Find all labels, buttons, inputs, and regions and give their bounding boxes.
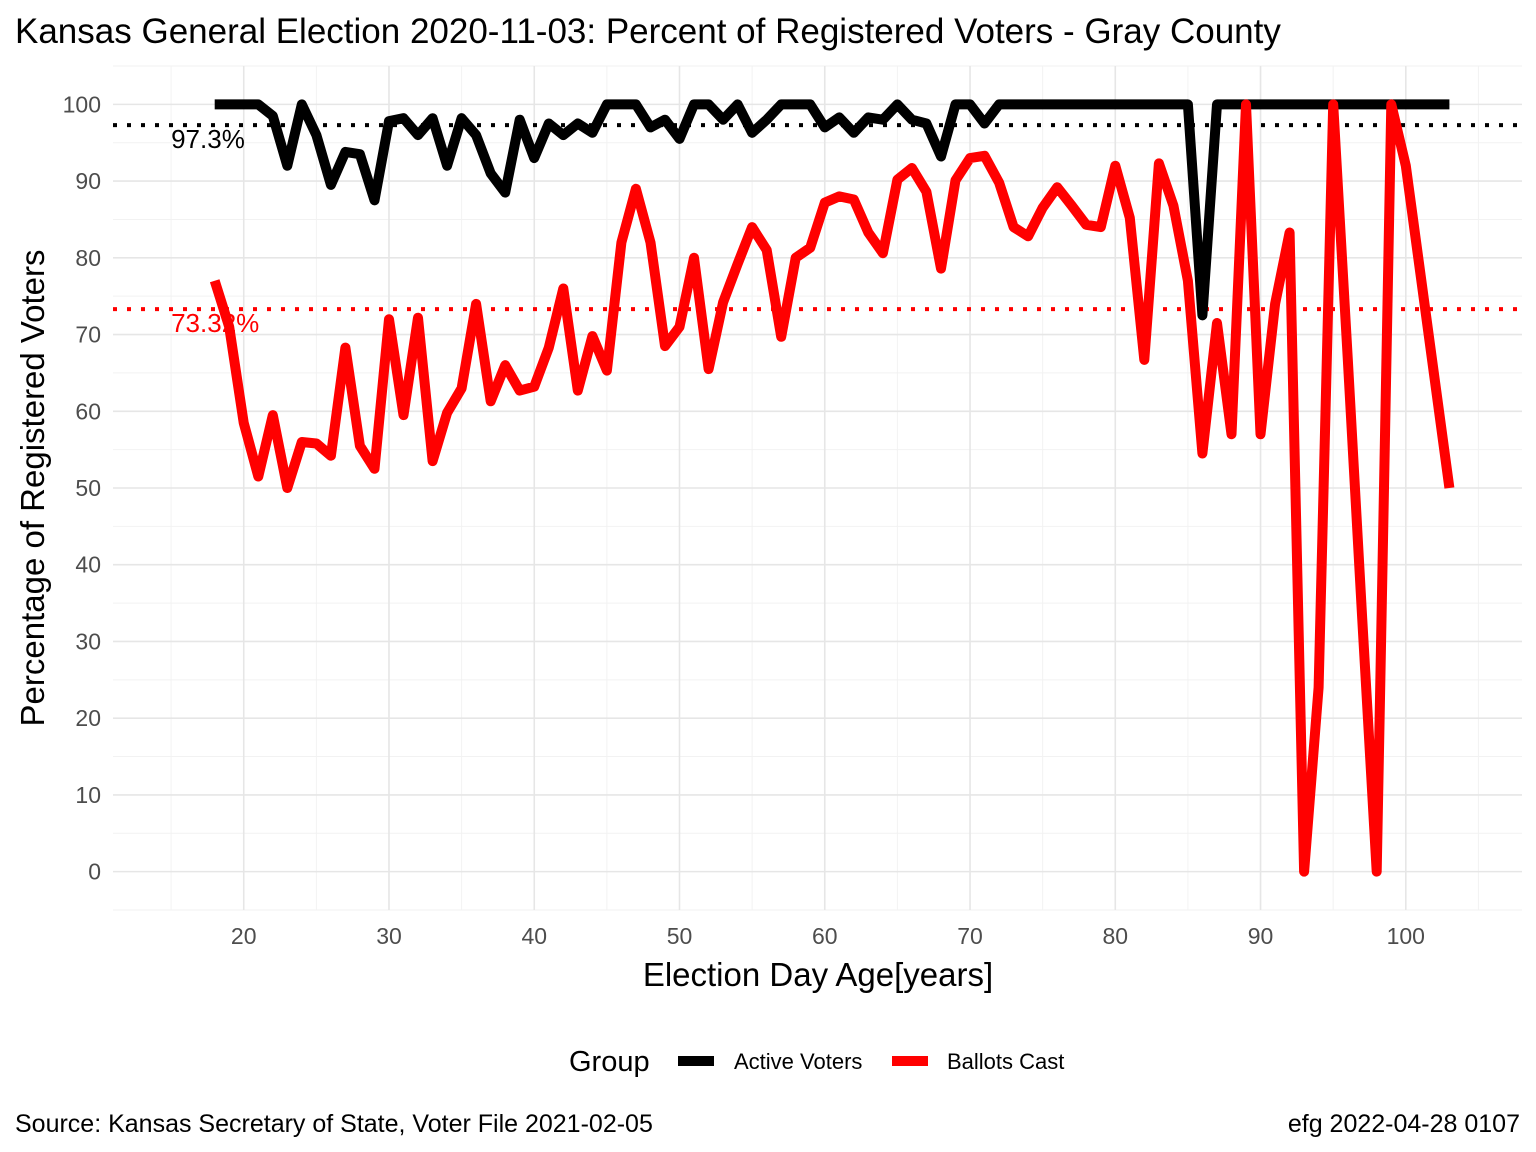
x-tick-label: 40 — [521, 923, 547, 949]
x-tick-label: 60 — [812, 923, 838, 949]
reference-label-1: 73.32% — [171, 308, 259, 338]
x-tick-label: 90 — [1248, 923, 1274, 949]
x-tick-label: 70 — [957, 923, 983, 949]
reference-labels: 97.3% 73.32% — [171, 124, 259, 338]
y-tick-label: 60 — [75, 398, 101, 424]
y-tick-label: 70 — [75, 322, 101, 348]
x-axis-ticks: 20 30 40 50 60 70 80 90 100 — [231, 923, 1425, 949]
x-tick-label: 80 — [1102, 923, 1128, 949]
credit-caption: efg 2022-04-28 0107 — [1288, 1110, 1520, 1138]
y-tick-label: 100 — [63, 91, 101, 117]
x-tick-label: 30 — [376, 923, 402, 949]
y-tick-label: 90 — [75, 168, 101, 194]
source-caption: Source: Kansas Secretary of State, Voter… — [15, 1110, 653, 1138]
y-tick-label: 20 — [75, 705, 101, 731]
x-tick-label: 100 — [1387, 923, 1425, 949]
series-line-0 — [214, 99, 1450, 321]
y-tick-label: 80 — [75, 245, 101, 271]
y-axis-ticks: 0 10 20 30 40 50 60 70 80 90 100 — [63, 91, 101, 884]
y-axis-title: Percentage of Registered Voters — [14, 250, 51, 727]
x-axis-title: Election Day Age[years] — [643, 956, 993, 993]
reference-label-0: 97.3% — [171, 124, 245, 154]
y-tick-label: 30 — [75, 628, 101, 654]
y-tick-label: 10 — [75, 782, 101, 808]
y-tick-label: 50 — [75, 475, 101, 501]
chart-title: Kansas General Election 2020-11-03: Perc… — [15, 12, 1281, 51]
legend-label-ballots-cast: Ballots Cast — [947, 1049, 1064, 1074]
y-tick-label: 40 — [75, 552, 101, 578]
legend-label-active-voters: Active Voters — [734, 1049, 862, 1074]
series-line-1 — [209, 99, 1455, 877]
y-tick-label: 0 — [88, 859, 101, 885]
x-tick-label: 50 — [667, 923, 693, 949]
x-tick-label: 20 — [231, 923, 257, 949]
series-group — [209, 99, 1455, 877]
legend: Group Active Voters Ballots Cast — [569, 1046, 1064, 1078]
legend-title: Group — [569, 1046, 650, 1078]
